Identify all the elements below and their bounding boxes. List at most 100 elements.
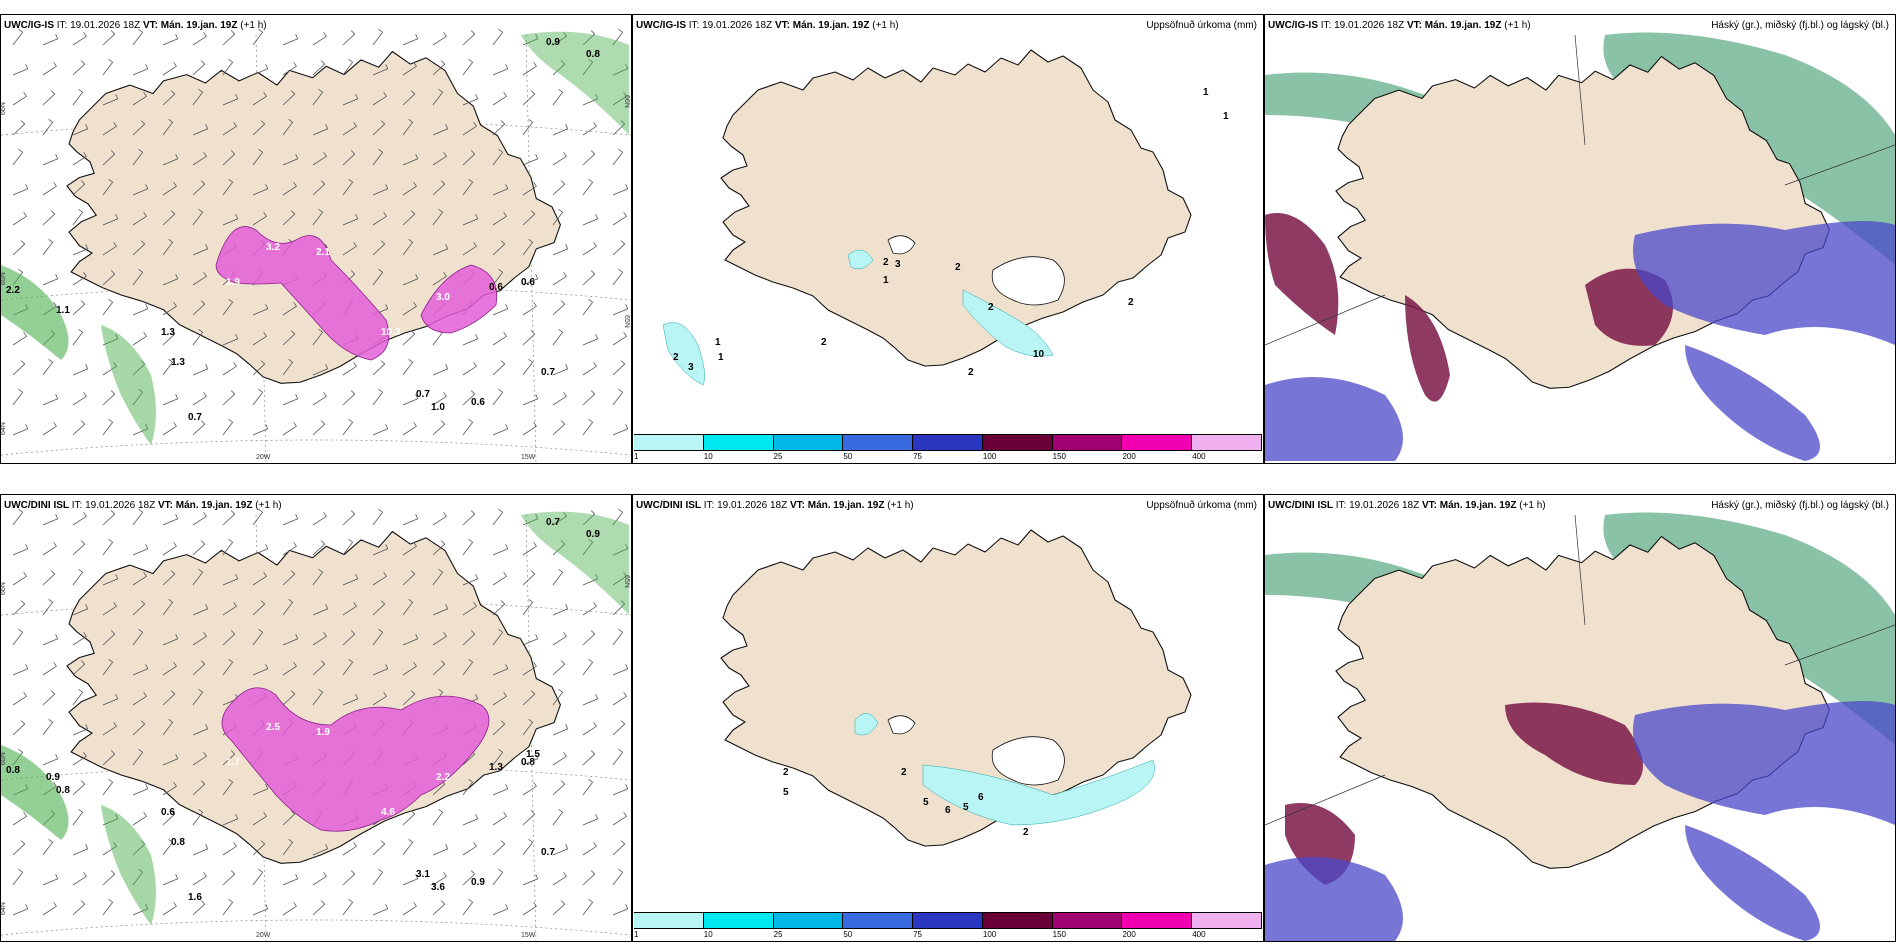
wind-barb [102,694,119,706]
wind-barb [42,61,57,76]
precip-value: 2 [955,262,961,273]
wind-barb [252,29,264,46]
wind-barb [372,211,387,226]
axis-ticks: 66N 65N 64N 66N 65N 20W 15W [1,95,630,461]
wind-barb [462,361,477,376]
wind-barb [492,749,504,766]
wind-barb [12,360,26,376]
mid-cloud-area [1405,295,1450,402]
wind-barb [192,540,206,556]
wind-barb [312,391,327,406]
wind-barb [402,634,419,646]
wind-barb [372,389,384,406]
precip-areas [854,713,1155,826]
wind-barb [312,151,327,166]
value-label: 2.1 [316,247,330,258]
wind-barb [132,120,146,136]
wind-barb [162,274,179,286]
wind-barb [432,180,446,196]
value-label: 0.8 [521,757,535,768]
wind-barb [492,600,506,616]
wind-barb [162,330,176,346]
value-label: 0.9 [471,877,485,888]
wind-barb [12,544,29,556]
wind-barb [372,664,389,676]
header-top-precip: UWC/IG-IS IT: 19.01.2026 18Z VT: Mán. 19… [636,20,899,31]
wind-barb [552,31,567,46]
map-top-cloud [1265,15,1895,463]
wind-barb [462,899,474,916]
wind-barb [132,211,147,226]
wind-barb [252,149,264,166]
wind-barb [432,844,449,856]
wind-barb [492,869,504,886]
wind-barb [582,601,597,616]
wind-barb [312,89,324,106]
colorbar-segment [913,435,983,450]
wind-barb [582,150,596,166]
wind-barb [312,364,329,376]
wind-barb [162,421,177,436]
wind-barb [192,780,206,796]
wind-barb [402,181,417,196]
wind-barb [132,184,149,196]
wind-barb [492,331,507,346]
colorbar-bottom [634,912,1263,929]
wind-barb [162,599,174,616]
wind-barb [312,900,326,916]
wind-barb [162,90,176,106]
panel-bottom-wind: UWC/DINI ISL IT: 19.01.2026 18Z VT: Mán.… [0,494,632,942]
wind-barb [192,631,207,646]
wind-barb [12,240,26,256]
wind-barb [192,689,204,706]
wind-barb [432,604,449,616]
wind-barb [582,841,597,856]
wind-barb [372,240,386,256]
wind-barb [192,660,206,676]
colorbar-label: 25 [773,930,783,939]
wind-barb [432,420,446,436]
wind-barb [432,151,447,166]
wind-barb [252,360,266,376]
wind-barb [432,569,444,586]
wind-barb [342,870,356,886]
wind-barb [72,391,87,406]
wind-barb [582,241,597,256]
lat-tick: 64N [1,422,7,435]
wind-barb [132,811,147,826]
wind-barb [612,304,629,316]
wind-barb [342,214,359,226]
wind-barb [372,509,384,526]
value-label: 1.3 [489,762,503,773]
wind-barb [252,304,269,316]
wind-barb [312,209,324,226]
colorbar-label: 400 [1192,930,1206,939]
wind-barb [612,120,626,136]
wind-barb [612,184,629,196]
wind-barb [222,814,239,826]
wind-barb [12,720,26,736]
map-top-wind: 66N 65N 64N 66N 65N 20W 15W 3.2 2.1 1.9 3.0 10.3 0.8… [1,15,631,463]
wind-barb [522,90,536,106]
wind-barb [72,89,84,106]
wind-green-area [521,31,629,136]
wind-barb [462,870,476,886]
wind-barb [132,149,144,166]
low-cloud-area [1633,701,1895,825]
wind-barb [282,210,296,226]
wind-barb [342,179,354,196]
wind-barb [342,574,359,586]
lon-tick: 20W [256,932,271,939]
precip-value: 2 [968,367,974,378]
wind-barb [372,91,387,106]
wind-barb [42,181,57,196]
precip-value: 1 [1223,111,1229,122]
wind-barb [192,329,204,346]
wind-barb [552,300,566,316]
wind-barb [12,840,26,856]
wind-barb [102,270,116,286]
wind-barb [342,30,356,46]
wind-barb [162,61,177,76]
wind-barb [402,810,416,826]
